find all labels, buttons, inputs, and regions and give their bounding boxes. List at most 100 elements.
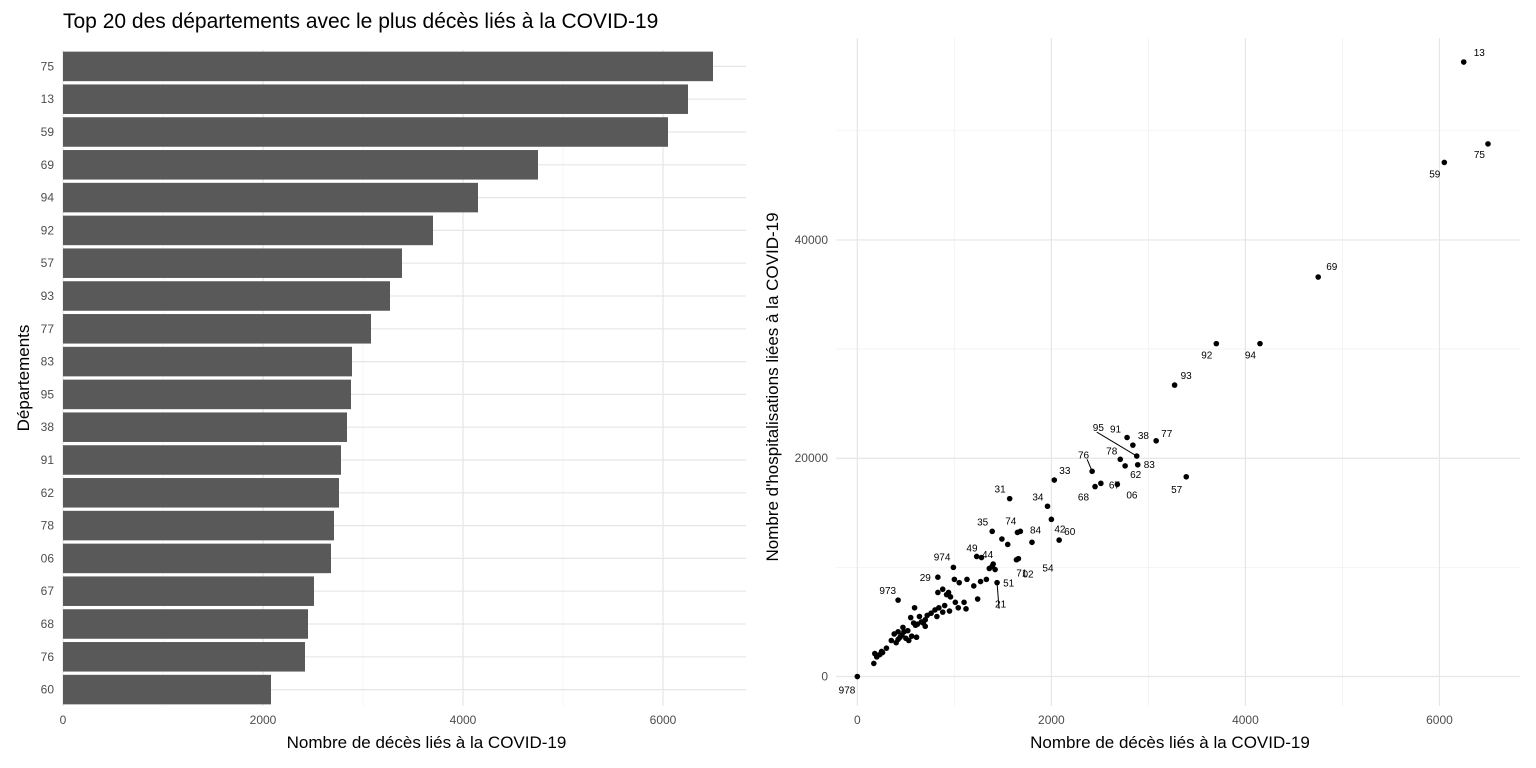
point-label: 13: [1474, 48, 1486, 59]
point-label: 76: [1078, 450, 1090, 461]
point-label: 57: [1171, 485, 1183, 496]
bar: [63, 346, 352, 377]
y-tick-label: 69: [41, 158, 55, 172]
scatter-point: [941, 602, 948, 609]
point-label: 54: [1042, 564, 1054, 575]
scatter-point: [992, 566, 998, 573]
scatter-point: [935, 589, 941, 596]
scatter-point: [1004, 541, 1011, 548]
y-tick-label: 83: [41, 355, 55, 369]
scatter-point: [883, 645, 890, 651]
point-label: 29: [920, 573, 932, 584]
point-label: 973: [879, 586, 896, 597]
x-tick-label: 4000: [1232, 713, 1259, 727]
scatter-chart: 0 2000 4000 6000 0 20000 40000 13 75 59 69 94 92 93 77…: [763, 38, 1520, 752]
point-label: 71: [1016, 568, 1028, 579]
scatter-point: [1122, 463, 1128, 469]
bar: [63, 150, 538, 180]
scatter-point: [905, 637, 912, 644]
y-tick-label: 93: [41, 289, 55, 303]
bar: [63, 215, 433, 246]
scatter-point: [983, 576, 990, 583]
x-tick-label: 2000: [250, 713, 277, 727]
scatter-point: [1114, 481, 1121, 488]
y-tick-label: 0: [821, 670, 828, 684]
point-label: 67: [1109, 480, 1121, 491]
point-label: 978: [839, 686, 856, 697]
point-label: 35: [977, 517, 989, 528]
point-label: 83: [1144, 460, 1156, 471]
x-tick-label: 6000: [650, 713, 677, 727]
scatter-point: [895, 597, 901, 603]
x-tick-label: 0: [60, 713, 67, 727]
scatter-point: [907, 614, 914, 621]
label-connector: [1096, 431, 1138, 457]
y-tick-label: 38: [41, 420, 55, 434]
y-tick-label: 68: [41, 617, 55, 631]
bar: [63, 248, 402, 278]
scatter-point: [964, 576, 970, 583]
point-label: 974: [934, 552, 951, 563]
x-tick-label: 0: [854, 713, 861, 727]
scatter-point: [932, 607, 938, 613]
scatter-point: [963, 606, 969, 612]
scatter-point: [950, 564, 957, 571]
scatter-point: [977, 578, 984, 585]
scatter-point: [888, 637, 895, 644]
x-axis-title: Nombre de décès liés à la COVID-19: [287, 733, 567, 752]
y-axis-title: Nombre d'hospitalisations liées à la COV…: [763, 212, 782, 561]
scatter-point: [1315, 274, 1321, 280]
label-connector: [996, 582, 1000, 609]
scatter-point: [872, 650, 878, 657]
y-tick-label: 60: [41, 683, 55, 697]
y-tick-label: 06: [41, 551, 55, 565]
scatter-point: [1098, 480, 1104, 487]
point-label: 94: [1245, 351, 1257, 362]
scatter-point: [911, 604, 918, 611]
scatter-point: [1117, 456, 1124, 463]
scatter-point: [893, 639, 899, 646]
y-tick-label: 91: [41, 453, 55, 467]
bar: [63, 412, 347, 442]
point-label: 06: [1126, 490, 1138, 501]
bar: [63, 478, 339, 508]
point-label: 51: [1003, 579, 1015, 590]
y-tick-label: 75: [41, 59, 55, 73]
scatter-point: [1153, 437, 1159, 444]
scatter-point: [1029, 539, 1035, 546]
y-tick-label: 57: [41, 256, 55, 270]
scatter-point: [970, 583, 977, 589]
label-connector: [1086, 459, 1093, 472]
scatter-point: [900, 624, 906, 631]
y-tick-label: 95: [41, 387, 55, 401]
y-tick-label: 67: [41, 584, 55, 598]
point-label: 60: [1064, 527, 1076, 538]
bar-chart: 0 2000 4000 6000 75 13 59 69 94 92 57 93 77 83 95 38 91 6…: [14, 50, 746, 752]
point-label: 92: [1201, 351, 1213, 362]
scatter-point: [922, 623, 929, 630]
scatter-point: [978, 554, 985, 561]
scatter-point: [912, 622, 919, 629]
point-label: 77: [1161, 429, 1173, 440]
chart-title: Top 20 des départements avec le plus déc…: [63, 10, 659, 33]
y-tick-label: 62: [41, 486, 55, 500]
y-tick-label: 20000: [795, 451, 829, 465]
bar: [63, 510, 334, 541]
scatter-point: [939, 609, 946, 615]
scatter-point: [951, 576, 958, 583]
point-label: 02: [1022, 570, 1034, 581]
bar: [63, 84, 688, 114]
y-tick-label: 78: [41, 519, 55, 533]
scatter-point: [908, 633, 915, 639]
scatter-point: [956, 579, 963, 586]
point-label: 49: [966, 544, 978, 555]
bar: [63, 51, 713, 82]
y-tick-label: 76: [41, 650, 55, 664]
bar: [63, 543, 331, 574]
point-label: 21: [995, 600, 1007, 611]
y-tick-label: 59: [41, 125, 55, 139]
scatter-point: [1213, 340, 1220, 347]
bar: [63, 674, 271, 705]
scatter-point: [934, 613, 940, 620]
y-tick-label: 92: [41, 223, 55, 237]
